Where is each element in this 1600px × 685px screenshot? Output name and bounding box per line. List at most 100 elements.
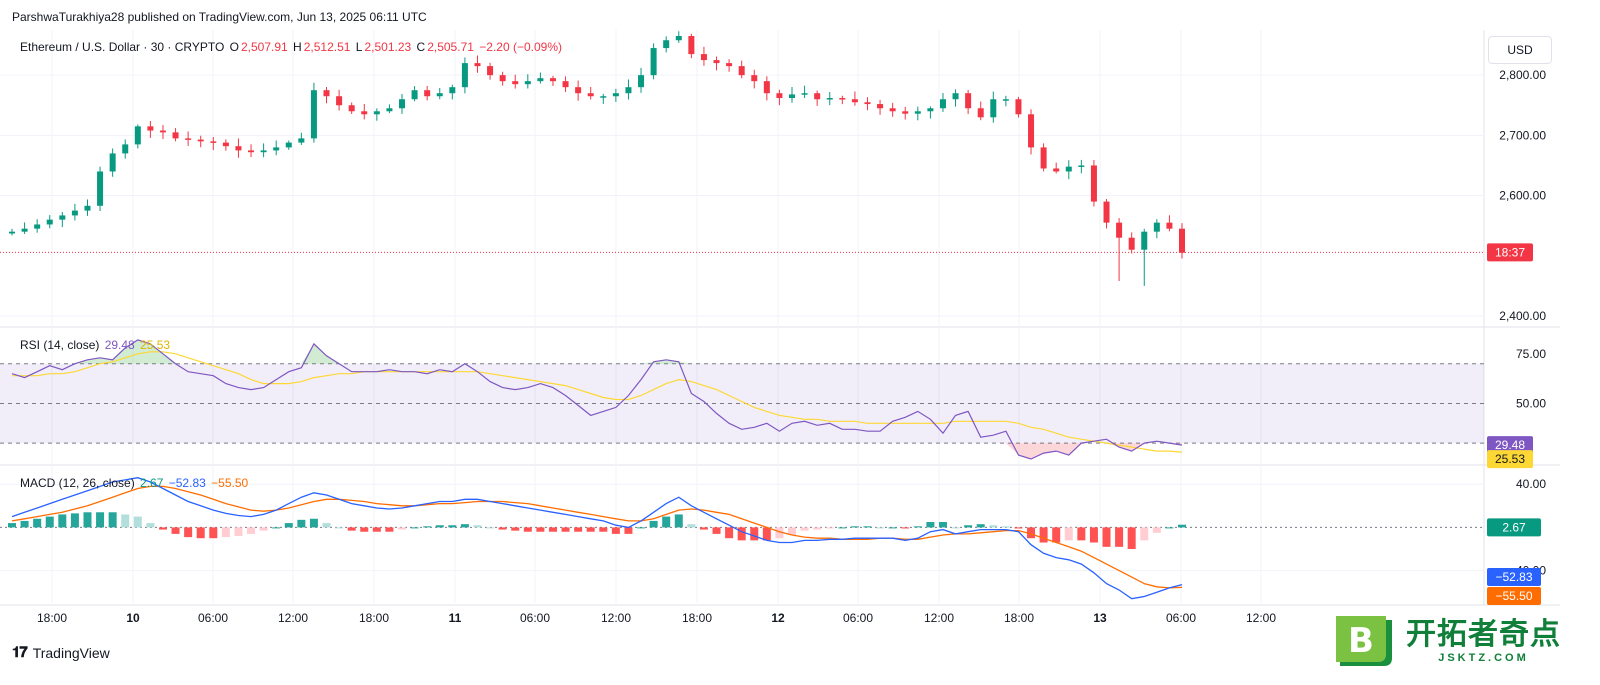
candle-body bbox=[461, 63, 468, 88]
macd-histogram-bar bbox=[96, 512, 105, 528]
candle-body bbox=[877, 104, 884, 109]
candle bbox=[625, 79, 632, 100]
rsi-overbought-fill bbox=[150, 343, 163, 364]
candle bbox=[97, 166, 104, 212]
candle-body bbox=[977, 108, 984, 118]
candle bbox=[524, 74, 531, 89]
candle-body bbox=[9, 231, 15, 234]
candle-body bbox=[1166, 222, 1173, 229]
macd-histogram-bar bbox=[725, 527, 734, 539]
macd-histogram-bar bbox=[259, 527, 268, 531]
macd-histogram-bar bbox=[574, 527, 583, 532]
watermark: B 开拓者奇点 JSKTZ.COM bbox=[1334, 614, 1561, 668]
macd-histogram-bar bbox=[45, 516, 54, 528]
candle bbox=[914, 106, 921, 121]
candle bbox=[1015, 96, 1022, 118]
macd-histogram-bar bbox=[221, 527, 230, 538]
candle bbox=[323, 87, 330, 104]
candle-body bbox=[1065, 166, 1072, 172]
candle-body bbox=[587, 93, 594, 97]
candle-body bbox=[1128, 237, 1135, 250]
macd-histogram-bar bbox=[20, 520, 29, 528]
candle-body bbox=[776, 93, 783, 99]
candle-body bbox=[952, 93, 959, 100]
macd-histogram-bar bbox=[536, 527, 545, 532]
macd-histogram-bar bbox=[611, 527, 620, 534]
candle-body bbox=[625, 87, 632, 94]
candle bbox=[751, 69, 758, 89]
time-tick-label: 18:00 bbox=[359, 611, 389, 625]
macd-histogram-bar bbox=[737, 527, 746, 541]
candle-body bbox=[1015, 99, 1022, 115]
macd-tick-label: 40.00 bbox=[1516, 477, 1546, 491]
candle bbox=[424, 85, 431, 101]
candle bbox=[248, 144, 255, 158]
currency-button[interactable]: USD bbox=[1488, 36, 1552, 64]
macd-histogram-bar bbox=[1001, 526, 1010, 528]
macd-histogram-bar bbox=[1152, 527, 1161, 533]
macd-histogram-bar bbox=[888, 527, 897, 529]
candle-body bbox=[650, 48, 657, 76]
macd-badge bbox=[1487, 587, 1541, 605]
candle-body bbox=[700, 54, 707, 61]
macd-histogram-bar bbox=[674, 514, 683, 528]
candle bbox=[877, 99, 884, 115]
candle-body bbox=[499, 75, 506, 82]
candle bbox=[726, 59, 733, 72]
candle bbox=[512, 74, 519, 89]
candle bbox=[952, 89, 959, 107]
candle-body bbox=[210, 141, 217, 143]
macd-title[interactable]: MACD (12, 26, close) bbox=[20, 476, 135, 490]
macd-histogram-bar bbox=[951, 527, 960, 529]
rsi-ma-line bbox=[12, 351, 1183, 453]
change-value: −2.20 (−0.09%) bbox=[479, 40, 562, 54]
candle bbox=[600, 93, 607, 104]
publisher-line: ParshwaTurakhiya28 published on TradingV… bbox=[12, 10, 427, 24]
tradingview-logo: 𝟏𝟕 TradingView bbox=[12, 644, 110, 661]
rsi-oversold-fill bbox=[1018, 443, 1032, 460]
candle-body bbox=[1028, 114, 1035, 148]
macd-histogram-bar bbox=[234, 527, 243, 537]
macd-histogram-bar bbox=[976, 524, 985, 528]
candle bbox=[965, 89, 972, 115]
macd-histogram-bar bbox=[1140, 527, 1149, 541]
rsi-title[interactable]: RSI (14, close) bbox=[20, 338, 100, 352]
macd-histogram-bar bbox=[322, 523, 331, 528]
candle-body bbox=[575, 87, 582, 94]
macd-histogram-bar bbox=[750, 527, 759, 541]
rsi-oversold-fill bbox=[1005, 443, 1019, 456]
candle bbox=[147, 120, 154, 138]
candle bbox=[789, 86, 795, 103]
time-tick-label: 12:00 bbox=[601, 611, 631, 625]
candle bbox=[1078, 159, 1085, 174]
time-tick-label: 18:00 bbox=[37, 611, 67, 625]
rsi-overbought-fill bbox=[678, 361, 692, 364]
candle bbox=[348, 102, 355, 114]
macd-histogram-bar bbox=[1089, 527, 1098, 543]
candle bbox=[839, 95, 846, 105]
macd-badge bbox=[1487, 518, 1541, 537]
rsi-tick-label: 50.00 bbox=[1516, 396, 1546, 410]
macd-histogram-bar bbox=[146, 523, 155, 528]
candle bbox=[738, 60, 745, 79]
macd-histogram-bar bbox=[448, 525, 457, 528]
candle bbox=[399, 94, 405, 114]
candle-body bbox=[134, 126, 141, 145]
macd-badge bbox=[1487, 568, 1541, 586]
price-tick-label: 2,800.00 bbox=[1499, 68, 1546, 82]
candle bbox=[612, 88, 619, 102]
macd-histogram-bar bbox=[586, 527, 595, 532]
candle bbox=[298, 132, 305, 145]
candle-body bbox=[298, 138, 305, 143]
candle bbox=[1166, 215, 1173, 232]
candle bbox=[688, 33, 695, 59]
symbol-name[interactable]: Ethereum / U.S. Dollar · 30 · CRYPTO bbox=[20, 40, 225, 54]
candle bbox=[1090, 159, 1097, 207]
time-tick-label: 06:00 bbox=[198, 611, 228, 625]
time-tick-label: 12:00 bbox=[278, 611, 308, 625]
candle-body bbox=[763, 81, 770, 94]
macd-line-value: −52.83 bbox=[168, 476, 206, 490]
macd-histogram-bar bbox=[247, 527, 256, 534]
candle-body bbox=[537, 78, 544, 82]
